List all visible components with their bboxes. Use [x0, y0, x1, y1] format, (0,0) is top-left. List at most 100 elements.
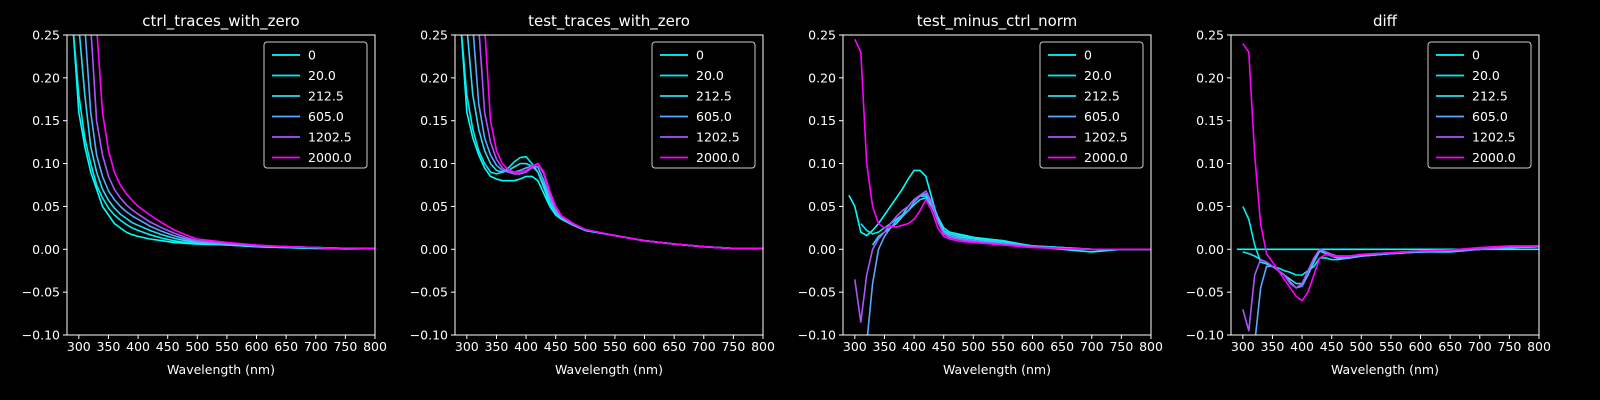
x-tick-label: 500: [573, 339, 597, 354]
legend-label: 20.0: [1084, 68, 1112, 83]
legend-label: 212.5: [1084, 89, 1120, 104]
chart-title: test_minus_ctrl_norm: [917, 12, 1078, 31]
x-tick-label: 750: [721, 339, 745, 354]
legend-label: 2000.0: [1472, 150, 1516, 165]
y-tick-label: 0.20: [420, 70, 448, 85]
legend-label: 2000.0: [696, 150, 740, 165]
x-tick-label: 800: [1527, 339, 1551, 354]
legend-label: 605.0: [696, 109, 732, 124]
x-axis-label: Wavelength (nm): [943, 362, 1051, 377]
y-tick-label: −0.05: [1186, 285, 1224, 300]
legend: 0 20.0 212.5 605.0 1202.5 2000.0: [263, 41, 368, 169]
x-tick-label: 600: [245, 339, 269, 354]
legend-label: 0: [308, 48, 316, 63]
legend-label: 1202.5: [1084, 130, 1128, 145]
x-tick-label: 650: [1438, 339, 1462, 354]
chart-title: ctrl_traces_with_zero: [142, 12, 299, 31]
y-tick-label: 0.20: [808, 70, 836, 85]
legend-label: 20.0: [308, 68, 336, 83]
y-tick-label: 0.20: [1196, 70, 1224, 85]
x-tick-label: 650: [274, 339, 298, 354]
x-tick-label: 450: [932, 339, 956, 354]
x-tick-label: 650: [662, 339, 686, 354]
y-tick-label: −0.10: [22, 328, 60, 343]
series-line-2000.0: [96, 35, 375, 251]
y-tick-label: 0.05: [1196, 199, 1224, 214]
x-tick-label: 550: [991, 339, 1015, 354]
series-line-20.0: [72, 35, 375, 250]
x-tick-label: 450: [156, 339, 180, 354]
legend: 0 20.0 212.5 605.0 1202.5 2000.0: [651, 41, 756, 169]
y-tick-label: 0.00: [808, 242, 836, 257]
x-tick-label: 600: [633, 339, 657, 354]
legend-label: 0: [696, 48, 704, 63]
x-tick-label: 300: [455, 339, 479, 354]
x-tick-label: 400: [514, 339, 538, 354]
x-axis-label: Wavelength (nm): [167, 362, 275, 377]
series-line-2000.0: [1242, 43, 1539, 302]
x-tick-label: 750: [1109, 339, 1133, 354]
y-tick-label: 0.00: [1196, 242, 1224, 257]
legend: 0 20.0 212.5 605.0 1202.5 2000.0: [1039, 41, 1144, 169]
x-tick-label: 550: [215, 339, 239, 354]
x-tick-label: 700: [1080, 339, 1104, 354]
x-tick-label: 450: [1320, 339, 1344, 354]
legend-label: 605.0: [308, 109, 344, 124]
y-tick-label: 0.05: [420, 199, 448, 214]
y-tick-label: 0.10: [420, 156, 448, 171]
axes-frame: [842, 34, 1152, 336]
x-tick-label: 600: [1021, 339, 1045, 354]
x-tick-label: 400: [126, 339, 150, 354]
x-axis-label: Wavelength (nm): [555, 362, 663, 377]
axes-frame: [66, 34, 376, 336]
axes-frame: [454, 34, 764, 336]
legend-label: 605.0: [1084, 109, 1120, 124]
x-tick-label: 350: [1261, 339, 1285, 354]
series-line-2000.0: [484, 35, 763, 250]
series-group: [72, 35, 375, 251]
y-tick-label: 0.05: [32, 199, 60, 214]
x-tick-label: 300: [843, 339, 867, 354]
series-group: [1236, 43, 1539, 335]
legend-label: 0: [1084, 48, 1092, 63]
y-tick-label: 0.15: [420, 113, 448, 128]
y-tick-label: 0.15: [1196, 113, 1224, 128]
x-tick-label: 750: [333, 339, 357, 354]
y-tick-label: 0.05: [808, 199, 836, 214]
y-tick-label: −0.10: [798, 328, 836, 343]
axes-frame: [1230, 34, 1540, 336]
y-tick-label: 0.15: [808, 113, 836, 128]
legend-label: 2000.0: [308, 150, 352, 165]
x-tick-label: 450: [544, 339, 568, 354]
x-tick-label: 700: [1468, 339, 1492, 354]
legend-label: 605.0: [1472, 109, 1508, 124]
x-tick-label: 500: [185, 339, 209, 354]
x-tick-label: 300: [1231, 339, 1255, 354]
y-tick-label: 0.25: [32, 28, 60, 43]
y-tick-label: 0.20: [32, 70, 60, 85]
y-tick-label: 0.10: [1196, 156, 1224, 171]
legend-label: 2000.0: [1084, 150, 1128, 165]
x-tick-label: 300: [67, 339, 91, 354]
legend-label: 1202.5: [1472, 130, 1516, 145]
x-tick-label: 700: [304, 339, 328, 354]
series-group: [460, 35, 763, 250]
chart-title: diff: [1373, 12, 1398, 30]
legend-label: 212.5: [696, 89, 732, 104]
legend-label: 20.0: [1472, 68, 1500, 83]
x-tick-label: 550: [603, 339, 627, 354]
x-tick-label: 400: [1290, 339, 1314, 354]
y-tick-label: 0.25: [420, 28, 448, 43]
y-tick-label: 0.10: [32, 156, 60, 171]
x-tick-label: 500: [1349, 339, 1373, 354]
y-tick-label: −0.05: [410, 285, 448, 300]
chart-title: test_traces_with_zero: [528, 12, 690, 31]
x-tick-label: 550: [1379, 339, 1403, 354]
x-tick-label: 800: [363, 339, 387, 354]
y-tick-label: −0.05: [22, 285, 60, 300]
chart-panel-3: 300 350 400 450 500 550 600 650 700 750 800 −0.10 −0…: [1186, 12, 1551, 377]
series-line-2000.0: [854, 38, 1151, 251]
y-tick-label: 0.00: [420, 242, 448, 257]
legend: 0 20.0 212.5 605.0 1202.5 2000.0: [1427, 41, 1532, 169]
